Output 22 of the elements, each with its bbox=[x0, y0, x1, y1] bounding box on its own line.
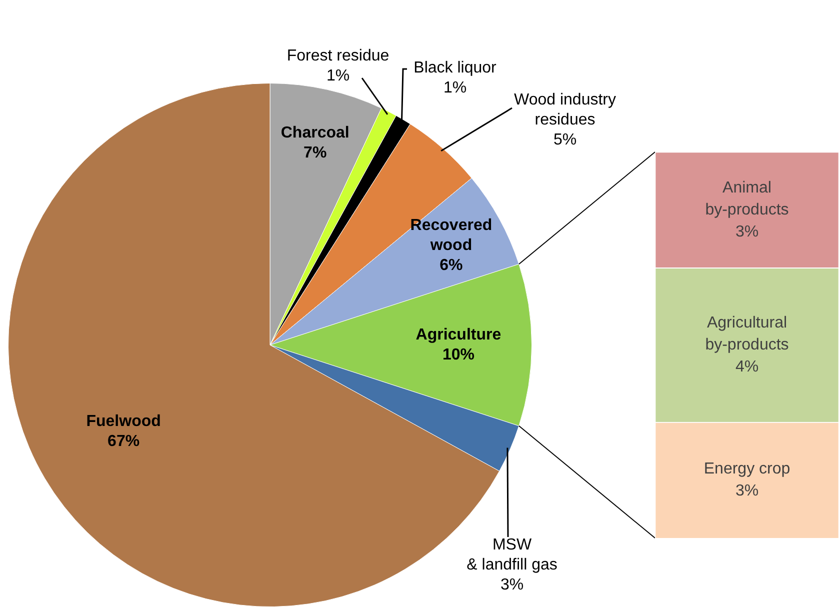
series-label: Energy crop bbox=[704, 460, 790, 478]
data-label: 3% bbox=[500, 576, 524, 594]
data-label: 1% bbox=[443, 79, 467, 96]
data-label: 1% bbox=[326, 67, 350, 84]
slice-label: Black liquor bbox=[414, 59, 498, 76]
series-label: Animal by-products bbox=[705, 179, 789, 218]
slice-label: Wood industry residues bbox=[514, 91, 616, 128]
data-label: 67% bbox=[108, 433, 140, 450]
data-label: 3% bbox=[735, 482, 759, 500]
data-label: 10% bbox=[442, 346, 474, 364]
slice-label: Agriculture bbox=[416, 326, 502, 344]
data-label: 3% bbox=[735, 223, 759, 240]
slice-label: Charcoal bbox=[280, 124, 350, 142]
slice-label: Recovered wood bbox=[410, 216, 492, 254]
slice-label: Fuelwood bbox=[86, 413, 161, 430]
data-label: 6% bbox=[440, 256, 463, 274]
slice-label: Forest residue bbox=[286, 47, 390, 64]
series-label: Agricultural by-products bbox=[705, 314, 789, 354]
slice-label: MSW & landfill gas bbox=[466, 536, 558, 574]
data-label: 7% bbox=[304, 144, 327, 162]
data-label: 5% bbox=[553, 131, 577, 148]
data-label: 4% bbox=[735, 358, 759, 376]
